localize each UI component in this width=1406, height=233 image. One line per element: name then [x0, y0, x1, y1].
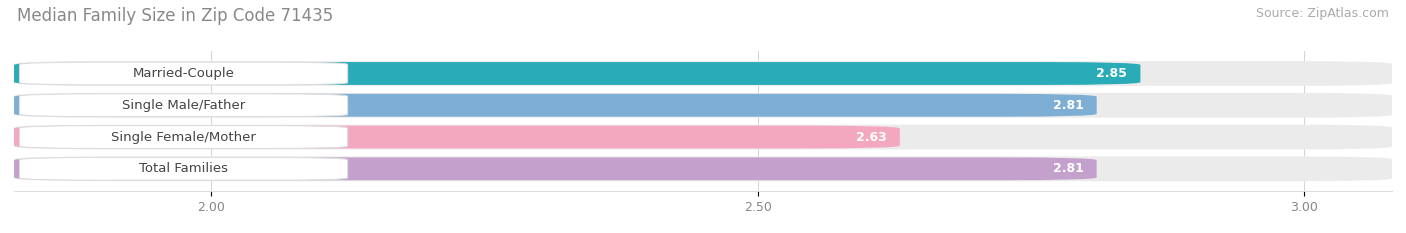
Text: 2.63: 2.63 [856, 130, 887, 144]
FancyBboxPatch shape [14, 61, 1392, 86]
FancyBboxPatch shape [14, 125, 1392, 149]
Text: Median Family Size in Zip Code 71435: Median Family Size in Zip Code 71435 [17, 7, 333, 25]
FancyBboxPatch shape [14, 94, 1097, 117]
FancyBboxPatch shape [20, 94, 347, 117]
Text: Single Female/Mother: Single Female/Mother [111, 130, 256, 144]
Text: 2.85: 2.85 [1097, 67, 1128, 80]
FancyBboxPatch shape [14, 156, 1392, 181]
FancyBboxPatch shape [20, 157, 347, 180]
Text: Married-Couple: Married-Couple [132, 67, 235, 80]
Text: 2.81: 2.81 [1053, 162, 1084, 175]
Text: Total Families: Total Families [139, 162, 228, 175]
Text: Source: ZipAtlas.com: Source: ZipAtlas.com [1256, 7, 1389, 20]
Text: 2.81: 2.81 [1053, 99, 1084, 112]
FancyBboxPatch shape [20, 126, 347, 148]
FancyBboxPatch shape [20, 62, 347, 85]
FancyBboxPatch shape [14, 157, 1097, 180]
Text: Single Male/Father: Single Male/Father [122, 99, 245, 112]
FancyBboxPatch shape [14, 93, 1392, 118]
FancyBboxPatch shape [14, 62, 1140, 85]
FancyBboxPatch shape [14, 126, 900, 148]
